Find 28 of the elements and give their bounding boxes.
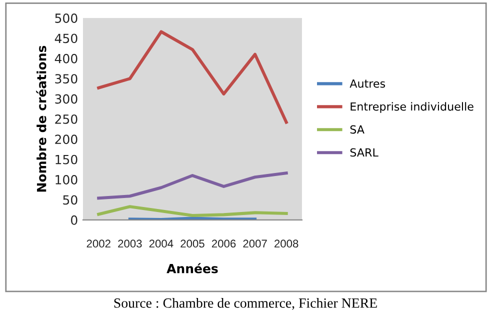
x-tick-label: 2008 bbox=[274, 240, 298, 248]
y-tick-label: 300 bbox=[55, 94, 78, 104]
legend-label: Autres bbox=[350, 79, 386, 88]
line-series bbox=[97, 30, 288, 124]
line-series bbox=[97, 205, 288, 218]
y-tick-label: 200 bbox=[55, 134, 78, 144]
x-tick-label: 2004 bbox=[149, 240, 174, 248]
source-note: Source : Chambre de commerce, Fichier NERE bbox=[114, 298, 377, 310]
x-tick-label: 2005 bbox=[180, 240, 204, 248]
y-tick-label: 450 bbox=[54, 34, 78, 44]
legend-label: SA bbox=[350, 125, 364, 134]
x-tick-label: 2002 bbox=[86, 240, 110, 248]
y-tick-label: 0 bbox=[70, 215, 78, 225]
y-tick-label: 100 bbox=[56, 175, 78, 184]
y-axis-title: Nombre de créations bbox=[36, 46, 46, 192]
y-tick-label: 50 bbox=[63, 195, 78, 205]
y-tick-label: 400 bbox=[54, 54, 78, 64]
y-tick-label: 250 bbox=[55, 114, 78, 124]
y-tick-label: 500 bbox=[55, 14, 78, 23]
x-tick-label: 2007 bbox=[243, 240, 267, 248]
y-tick-label: 350 bbox=[55, 74, 78, 84]
line-series bbox=[97, 172, 288, 200]
y-tick-label: 150 bbox=[56, 154, 78, 164]
legend-label: Entreprise individuelle bbox=[350, 102, 474, 113]
x-axis-title: Années bbox=[166, 263, 218, 274]
x-tick-label: 2003 bbox=[118, 240, 142, 248]
legend-label: SARL bbox=[350, 148, 378, 157]
x-tick-label: 2006 bbox=[212, 240, 236, 248]
